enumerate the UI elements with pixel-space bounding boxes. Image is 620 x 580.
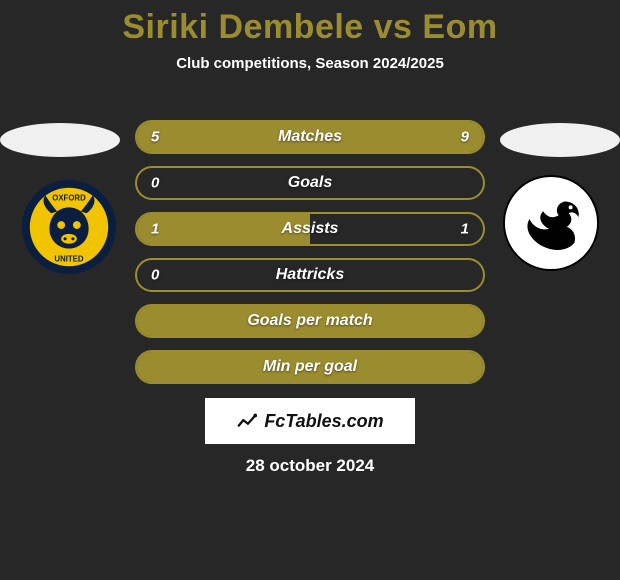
stat-row: 5 9 Matches — [135, 120, 485, 154]
stat-label: Hattricks — [276, 266, 344, 284]
stat-value-right: 1 — [461, 221, 469, 238]
stat-label: Goals — [288, 174, 332, 192]
stat-label: Assists — [282, 220, 339, 238]
stat-label: Goals per match — [247, 312, 372, 330]
player-photo-left — [0, 123, 120, 157]
stat-value-left: 0 — [151, 267, 159, 284]
branding-text: FcTables.com — [264, 411, 383, 432]
stats-container: 5 9 Matches 0 Goals 1 1 Assists 0 Hattricks Goals … — [135, 120, 485, 384]
stat-value-left: 0 — [151, 175, 159, 192]
stat-value-left: 5 — [151, 129, 159, 146]
subtitle: Club competitions, Season 2024/2025 — [0, 55, 620, 72]
stat-label: Min per goal — [263, 358, 357, 376]
stat-value-left: 1 — [151, 221, 159, 238]
club-logo-left: OXFORD UNITED — [20, 178, 118, 276]
club-logo-right — [502, 174, 600, 272]
stat-label: Matches — [278, 128, 342, 146]
branding-icon — [236, 410, 258, 432]
svg-text:UNITED: UNITED — [54, 254, 83, 263]
player-photo-right — [500, 123, 620, 157]
stat-row: Min per goal — [135, 350, 485, 384]
stat-row: Goals per match — [135, 304, 485, 338]
stat-row: 0 Hattricks — [135, 258, 485, 292]
stat-value-right: 9 — [461, 129, 469, 146]
date-label: 28 october 2024 — [0, 456, 620, 476]
svg-text:OXFORD: OXFORD — [52, 194, 86, 203]
branding-badge: FcTables.com — [205, 398, 415, 444]
stat-row: 1 1 Assists — [135, 212, 485, 246]
stat-row: 0 Goals — [135, 166, 485, 200]
page-title: Siriki Dembele vs Eom — [0, 0, 620, 47]
